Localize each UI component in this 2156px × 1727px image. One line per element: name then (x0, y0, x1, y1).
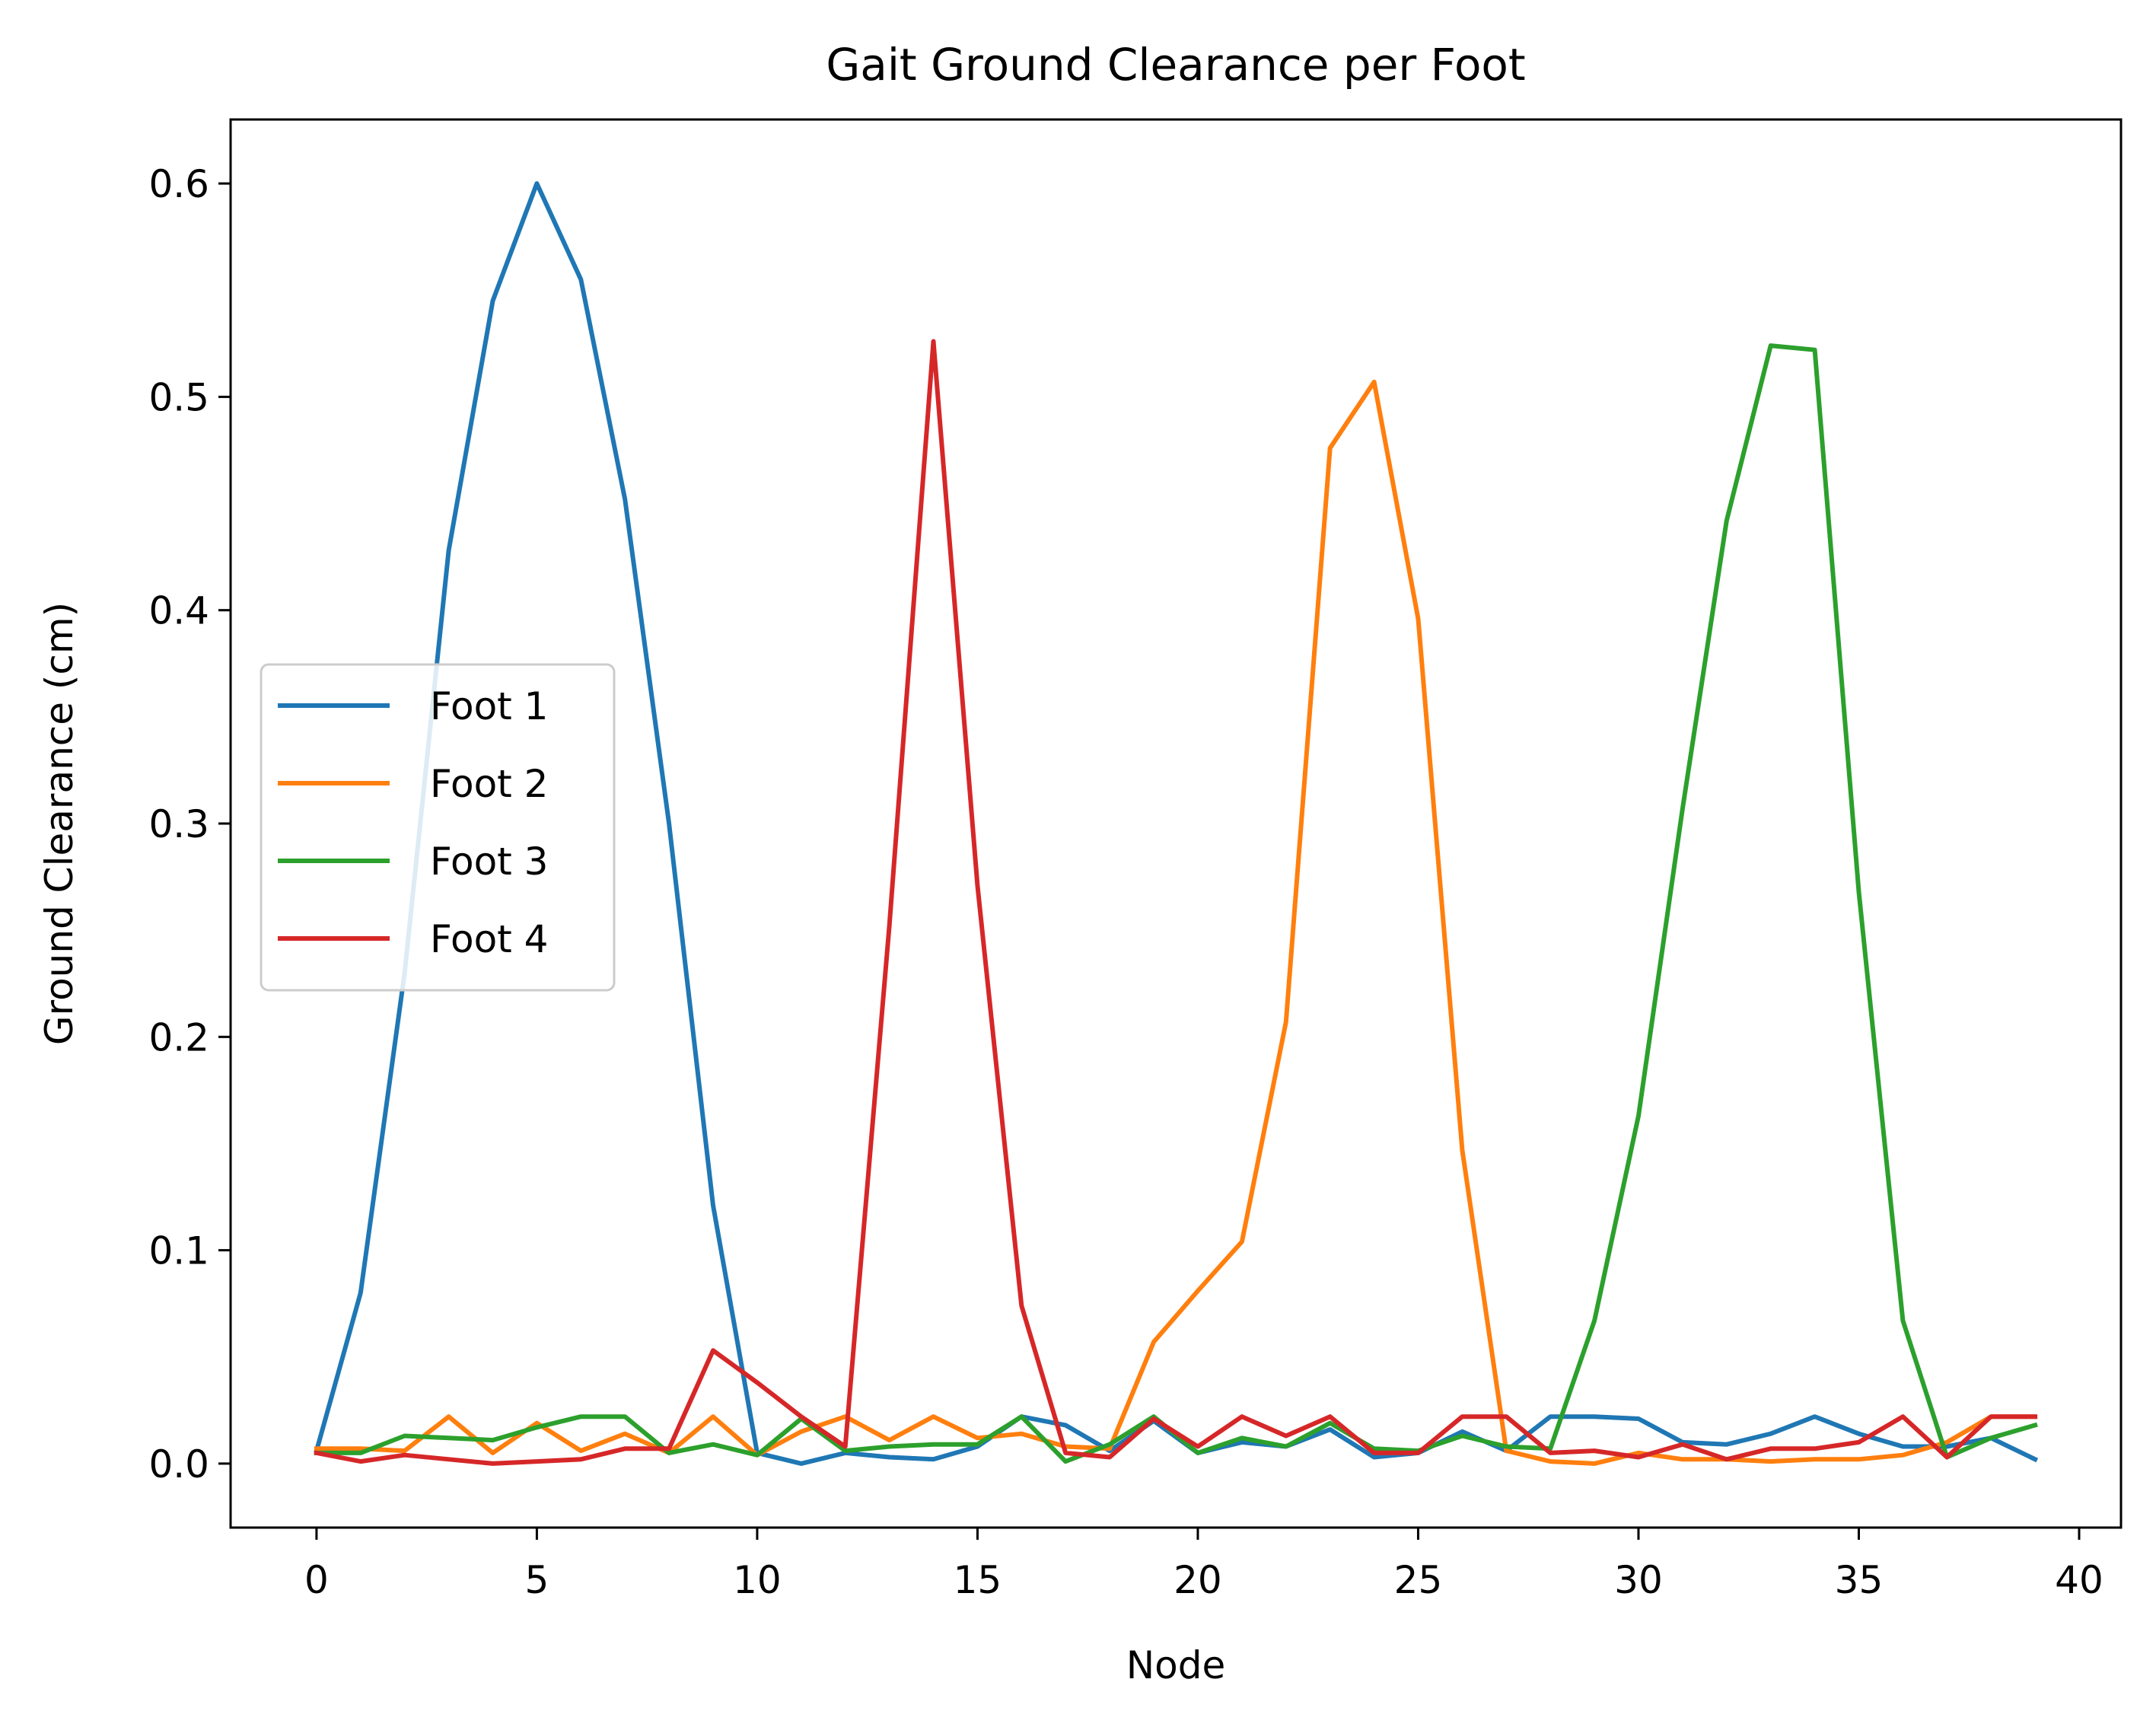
x-tick-label: 30 (1614, 1558, 1663, 1602)
x-tick-label: 25 (1394, 1558, 1443, 1602)
x-tick-label: 15 (954, 1558, 1002, 1602)
series-layer (314, 181, 2039, 1466)
legend: Foot 1 Foot 2 Foot 3 Foot 4 (260, 663, 616, 992)
x-tick-label: 40 (2055, 1558, 2103, 1602)
y-axis: 0.0 0.1 0.2 0.3 0.4 0.5 0.6 (148, 162, 231, 1486)
x-axis: 0 5 10 15 20 25 30 35 40 (304, 1528, 2103, 1602)
series-line-foot-4 (314, 339, 2038, 1466)
legend-frame (260, 663, 616, 992)
y-axis-label: Ground Clearance (cm) (37, 602, 81, 1045)
x-tick-label: 20 (1174, 1558, 1222, 1602)
series-line-foot-2 (314, 379, 2038, 1466)
chart-title: Gait Ground Clearance per Foot (826, 39, 1525, 91)
y-tick-label: 0.4 (148, 589, 209, 633)
y-tick-label: 0.0 (148, 1442, 209, 1486)
y-tick-label: 0.1 (148, 1229, 209, 1273)
legend-label-foot-1: Foot 1 (430, 684, 548, 728)
y-tick-label: 0.5 (148, 375, 209, 419)
x-tick-label: 10 (733, 1558, 782, 1602)
x-tick-label: 5 (525, 1558, 549, 1602)
y-tick-label: 0.3 (148, 802, 209, 846)
y-tick-label: 0.6 (148, 162, 209, 206)
legend-label-foot-4: Foot 4 (430, 917, 548, 961)
x-axis-label: Node (1126, 1643, 1226, 1687)
legend-label-foot-3: Foot 3 (430, 840, 548, 884)
x-tick-label: 0 (304, 1558, 329, 1602)
y-tick-label: 0.2 (148, 1015, 209, 1059)
legend-label-foot-2: Foot 2 (430, 762, 548, 806)
x-tick-label: 35 (1835, 1558, 1884, 1602)
legend-items: Foot 1 Foot 2 Foot 3 Foot 4 (278, 684, 548, 961)
